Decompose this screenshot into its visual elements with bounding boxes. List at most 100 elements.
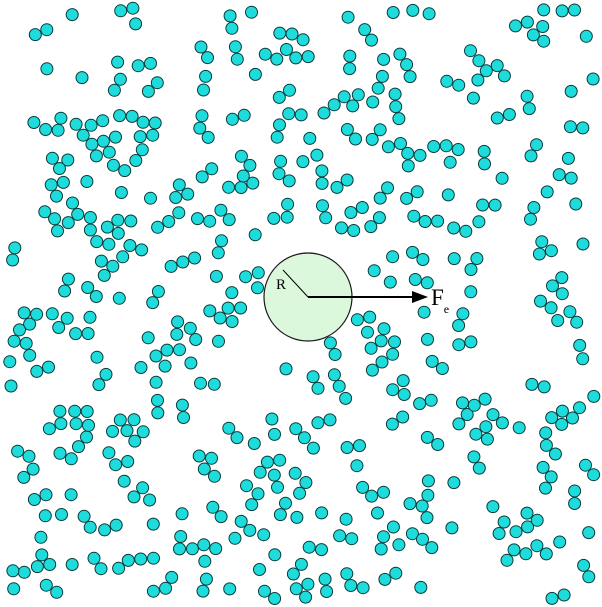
particle	[495, 416, 509, 430]
particle	[69, 117, 83, 131]
particle	[555, 417, 569, 431]
particle	[306, 441, 320, 455]
particle	[587, 389, 601, 403]
particle	[164, 259, 178, 273]
particle	[507, 543, 521, 557]
particle	[472, 215, 486, 229]
particle	[208, 469, 221, 483]
particle	[43, 558, 57, 571]
particle	[228, 40, 242, 54]
particle	[205, 451, 218, 465]
particle	[293, 486, 307, 500]
particle	[267, 211, 281, 225]
particle	[464, 285, 478, 299]
particle	[30, 560, 44, 574]
particle	[94, 562, 108, 576]
particle	[52, 321, 66, 334]
particle	[415, 499, 429, 513]
particle	[365, 489, 379, 503]
particle	[28, 28, 42, 42]
particle	[273, 508, 287, 522]
particle	[214, 203, 228, 217]
particle	[343, 49, 357, 63]
particle	[366, 95, 380, 109]
particle	[365, 33, 378, 47]
particle	[223, 582, 237, 596]
particle	[191, 212, 204, 226]
particle	[378, 572, 392, 586]
particle	[44, 178, 58, 192]
particle	[392, 112, 406, 126]
particle	[440, 74, 454, 88]
particle	[184, 356, 198, 370]
particle	[215, 234, 228, 248]
particle	[45, 307, 59, 321]
particle	[410, 185, 424, 199]
particle	[102, 446, 116, 460]
particle	[340, 173, 354, 187]
particle	[288, 466, 302, 480]
particle	[258, 47, 272, 61]
particle	[149, 375, 163, 389]
particle	[373, 191, 387, 205]
particle	[209, 542, 223, 556]
particle	[203, 214, 217, 228]
particle	[174, 530, 188, 543]
particle	[316, 199, 329, 213]
particle	[441, 188, 455, 202]
particle	[544, 301, 558, 315]
particle	[548, 447, 562, 461]
particle	[27, 116, 41, 129]
particle	[332, 379, 346, 393]
particle	[185, 542, 199, 556]
particle	[260, 455, 274, 469]
particle	[96, 114, 110, 128]
particle	[470, 252, 484, 265]
particle	[248, 228, 262, 242]
particle	[267, 468, 281, 482]
particle	[268, 592, 282, 605]
particle	[53, 404, 67, 418]
particle	[92, 378, 106, 392]
particle	[68, 404, 82, 418]
particle	[495, 171, 509, 185]
particle	[55, 508, 68, 521]
particle	[296, 33, 310, 47]
particle	[134, 552, 148, 566]
particle	[545, 411, 559, 425]
particle	[464, 263, 478, 276]
particle	[435, 362, 449, 375]
particle	[539, 481, 552, 495]
particle	[587, 468, 601, 482]
particle	[530, 539, 544, 553]
particle	[413, 397, 427, 411]
particle	[65, 8, 79, 22]
particle	[274, 154, 288, 168]
particle	[80, 175, 94, 188]
particle	[270, 130, 284, 144]
particle	[258, 584, 271, 598]
particle	[80, 430, 93, 444]
particle	[389, 100, 403, 114]
particle	[400, 58, 414, 72]
particle	[247, 437, 261, 450]
particle	[170, 327, 184, 341]
particle	[38, 205, 52, 219]
particle	[7, 582, 21, 596]
particle	[183, 321, 197, 335]
particle	[414, 580, 428, 594]
particle	[136, 425, 150, 439]
particle	[526, 28, 540, 42]
particle	[199, 572, 213, 586]
particle	[77, 509, 91, 523]
particle	[397, 388, 411, 401]
particle	[48, 212, 62, 226]
particle	[407, 209, 421, 223]
particle	[234, 149, 248, 163]
particle	[89, 149, 103, 163]
particle	[315, 543, 328, 557]
particle	[71, 207, 85, 221]
particle	[245, 498, 259, 512]
particle	[81, 281, 95, 294]
